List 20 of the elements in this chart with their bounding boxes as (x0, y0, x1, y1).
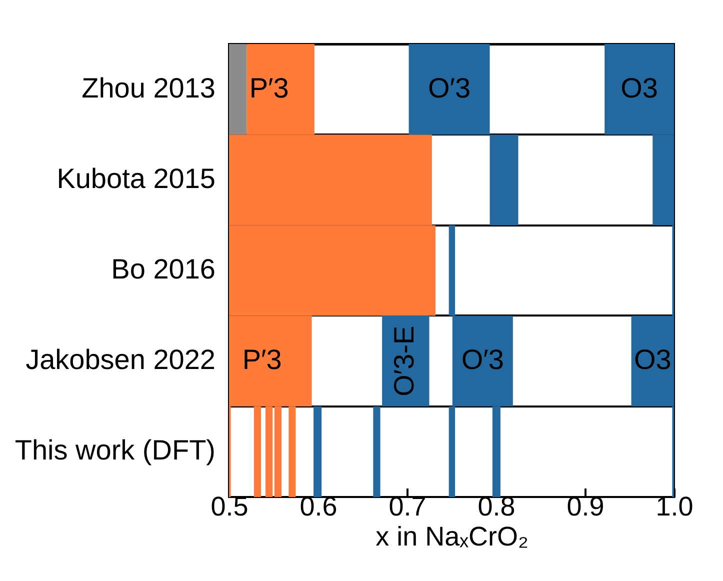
y-tick-label: Bo 2016 (111, 254, 216, 284)
y-tick-label: Kubota 2015 (56, 162, 216, 194)
bar (229, 44, 247, 135)
annotation: O3 (634, 344, 672, 376)
bar (373, 406, 380, 497)
y-tick-label: Zhou 2013 (82, 72, 216, 104)
y-tick-label: Jakobsen 2022 (26, 344, 216, 376)
annotation: P′3 (242, 344, 282, 376)
x-axis-title: x in NaₓCrO₂ (376, 522, 528, 552)
bar (314, 406, 322, 497)
annotation: O′3-E (388, 326, 420, 396)
y-tick-label: This work (DFT) (14, 434, 216, 466)
annotation: P′3 (249, 72, 289, 104)
bar (408, 44, 490, 135)
bar (490, 134, 518, 226)
annotation: O3 (620, 72, 658, 104)
annotation: O′3 (428, 72, 471, 104)
x-tick-label: 1.0 (656, 492, 694, 522)
annotation: O′3 (461, 344, 504, 376)
bar (382, 316, 430, 406)
